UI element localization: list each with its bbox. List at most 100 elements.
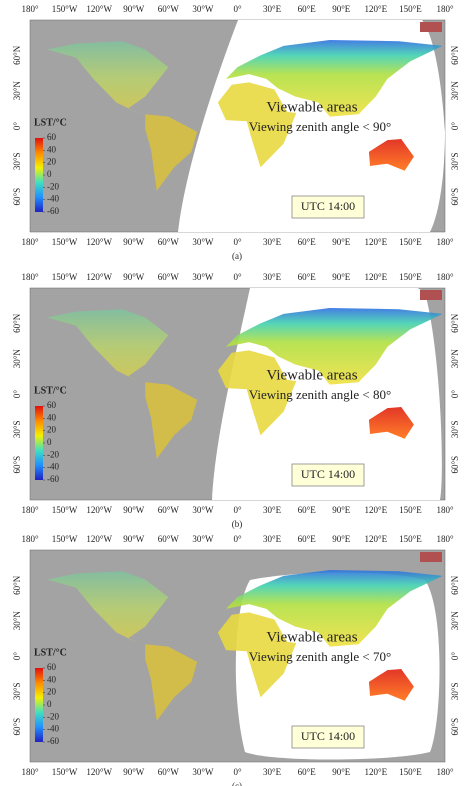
latitude-label: 0° [12,122,22,131]
latitude-label: 30°S [450,153,460,171]
longitude-label: 120°E [365,767,388,777]
longitude-label: 180° [21,767,39,777]
latitude-label: 30°N [450,349,460,369]
colorbar-tick-label: 20 [47,157,57,167]
latitude-label: 0° [450,390,460,399]
panel-caption: (c) [232,781,242,786]
latitude-label: 30°N [450,81,460,101]
land [217,82,297,168]
colorbar-tick-label: -20 [47,449,59,459]
longitude-label: 60°W [158,237,180,247]
longitude-label: 0° [233,272,242,282]
longitude-label: 30°E [263,767,282,777]
longitude-label: 60°E [298,4,317,14]
land [145,114,198,191]
longitude-label: 30°W [192,505,214,515]
longitude-label: 120°W [86,534,112,544]
longitude-label: 60°E [298,237,317,247]
land [217,350,297,436]
longitude-label: 30°E [263,534,282,544]
colorbar-tick-label: 40 [47,674,57,684]
land [145,382,198,459]
colorbar-tick-label: 60 [47,662,57,672]
longitude-label: 150°W [52,505,78,515]
latitude-label: 30°N [12,349,22,369]
longitude-label: 180° [21,237,39,247]
latitude-label: 60°N [450,575,460,595]
longitude-label: 60°E [298,534,317,544]
colorbar-tick-label: 60 [47,132,57,142]
latitude-label: 0° [12,390,22,399]
longitude-label: 120°E [365,534,388,544]
land [47,309,169,385]
longitude-label: 150°E [399,4,422,14]
annotation-title: Viewable areas [266,629,357,645]
latitude-label: 60°N [12,575,22,595]
longitude-label: 0° [233,237,242,247]
longitude-label: 90°W [123,237,145,247]
longitude-label: 90°W [123,505,145,515]
colorbar [35,406,43,480]
longitude-label: 90°E [332,505,351,515]
time-box [291,463,365,487]
longitude-label: 60°W [158,505,180,515]
longitude-label: 60°W [158,767,180,777]
latitude-label: 0° [12,652,22,661]
longitude-label: 90°W [123,534,145,544]
longitude-label: 30°W [192,237,214,247]
longitude-label: 0° [233,505,242,515]
longitude-label: 90°E [332,272,351,282]
colorbar-title: LST/°C [34,117,67,128]
colorbar-tick-label: -20 [47,181,59,191]
longitude-label: 150°W [52,534,78,544]
colorbar [35,138,43,212]
longitude-label: 30°W [192,767,214,777]
colorbar-title: LST/°C [34,385,67,396]
land [47,571,169,647]
longitude-label: 180° [436,505,454,515]
longitude-label: 60°E [298,272,317,282]
map-panel: 180° 180° 150°W 150°W 120°W 120°W 90°W 90°W 60°W… [12,272,460,529]
latitude-label: 30°S [450,421,460,439]
colorbar-tick-label: -40 [47,462,59,472]
land [368,668,414,701]
longitude-label: 180° [21,4,39,14]
longitude-label: 60°W [158,4,180,14]
annotation-subtitle: Viewing zenith angle < 90° [249,119,391,134]
time-box [291,725,365,749]
land [217,612,297,698]
longitude-label: 30°W [192,4,214,14]
latitude-label: 30°S [12,421,22,439]
longitude-label: 120°E [365,237,388,247]
longitude-label: 0° [233,534,242,544]
land [368,406,414,439]
longitude-label: 180° [436,534,454,544]
latitude-label: 30°N [12,611,22,631]
latitude-label: 60°S [450,188,460,206]
longitude-label: 180° [436,767,454,777]
longitude-label: 150°W [52,4,78,14]
panel-caption: (a) [232,251,242,261]
longitude-label: 180° [21,505,39,515]
longitude-label: 150°E [399,272,422,282]
longitude-label: 150°W [52,272,78,282]
latitude-label: 30°N [450,611,460,631]
longitude-label: 90°W [123,767,145,777]
annotation-title: Viewable areas [266,99,357,115]
longitude-label: 120°W [86,767,112,777]
colorbar-tick-label: 20 [47,687,57,697]
panel-caption: (b) [232,519,243,529]
latitude-label: 60°N [12,313,22,333]
longitude-label: 150°E [399,534,422,544]
longitude-label: 30°W [192,272,214,282]
latitude-label: 60°N [450,45,460,65]
annotation-subtitle: Viewing zenith angle < 70° [249,649,391,664]
land [47,41,169,117]
longitude-label: 150°W [52,767,78,777]
land [225,308,443,385]
colorbar-tick-label: -20 [47,711,59,721]
latitude-label: 60°S [450,456,460,474]
colorbar-tick-label: 40 [47,144,57,154]
latitude-label: 60°S [12,188,22,206]
colorbar-tick-label: -60 [47,474,59,484]
